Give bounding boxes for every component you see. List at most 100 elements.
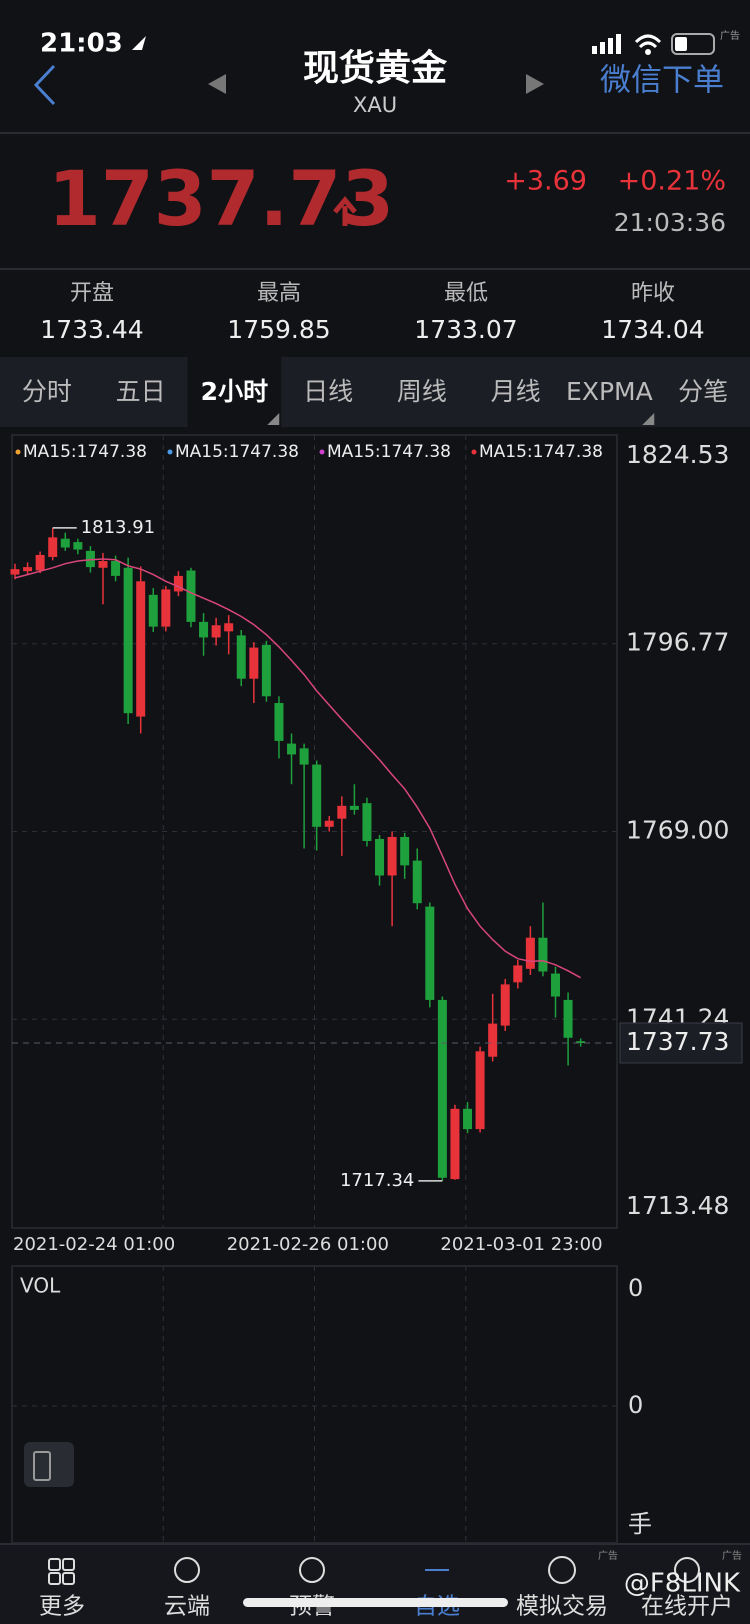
nav-icon bbox=[299, 1557, 325, 1583]
stat-label: 昨收 bbox=[631, 281, 675, 306]
prev-button[interactable] bbox=[208, 74, 226, 94]
stat-value: 1734.04 bbox=[601, 315, 704, 344]
tab[interactable]: 分时 bbox=[22, 377, 72, 406]
tab[interactable]: 周线 bbox=[397, 377, 447, 406]
y-tick-label: 1713.48 bbox=[626, 1191, 729, 1220]
candle-body bbox=[488, 1023, 498, 1057]
last-price-box bbox=[619, 1022, 743, 1064]
legend-label: MA15:1747.38 bbox=[327, 442, 451, 462]
candle-body bbox=[437, 999, 447, 1178]
nav-icon bbox=[62, 1558, 75, 1571]
candle-body bbox=[538, 937, 548, 972]
nav-icon bbox=[548, 1556, 576, 1584]
legend-label: MA15:1747.38 bbox=[23, 442, 147, 462]
candle-body bbox=[563, 999, 573, 1038]
nav-label[interactable]: 模拟交易 bbox=[516, 1594, 608, 1620]
wifi-icon bbox=[634, 34, 662, 49]
stats: 开盘 1733.44 最高 1759.85 最低 1733.07 昨收 1734.04 bbox=[40, 281, 704, 344]
legend-label: MA15:1747.38 bbox=[479, 442, 603, 462]
dropdown-mark bbox=[267, 413, 280, 425]
location-icon bbox=[132, 36, 146, 50]
y-tick-label: 1824.53 bbox=[626, 440, 729, 469]
candle-body bbox=[136, 581, 146, 717]
nav-label[interactable]: 更多 bbox=[39, 1594, 85, 1620]
candle-body bbox=[324, 820, 334, 827]
candle-body bbox=[576, 1041, 586, 1044]
extreme-label: 1717.34 bbox=[340, 1170, 414, 1191]
candle-body bbox=[35, 554, 45, 571]
candle-body bbox=[148, 594, 158, 627]
nav-label[interactable]: 云端 bbox=[164, 1594, 210, 1620]
ma-line bbox=[14, 558, 581, 979]
volume-unit: 手 bbox=[628, 1510, 652, 1538]
tab[interactable]: 分笔 bbox=[678, 377, 728, 406]
legend-dot bbox=[319, 449, 325, 455]
candle-body bbox=[400, 836, 410, 866]
page-title: 现货黄金 bbox=[303, 47, 448, 89]
signal-icon bbox=[592, 34, 621, 54]
candle-body bbox=[299, 748, 309, 765]
nav-icon bbox=[48, 1572, 61, 1585]
volume-title: VOL bbox=[20, 1274, 61, 1298]
volume-tick: 0 bbox=[628, 1391, 643, 1419]
tabs: 分时 五日 2小时 日线 周线 月线 EXPMA 分笔 bbox=[22, 357, 728, 427]
order-button[interactable]: 微信下单 bbox=[600, 63, 724, 99]
candle-body bbox=[463, 1108, 473, 1130]
up-arrow bbox=[333, 196, 357, 226]
nav-icon bbox=[174, 1557, 200, 1583]
legend-dot bbox=[167, 449, 173, 455]
tab[interactable]: 五日 bbox=[116, 377, 166, 406]
tab[interactable]: 日线 bbox=[303, 377, 353, 406]
candle-body bbox=[513, 965, 523, 983]
candle-body bbox=[199, 621, 209, 638]
candle-body bbox=[123, 567, 133, 714]
candle-body bbox=[287, 743, 297, 755]
candle-body bbox=[23, 567, 33, 572]
chart: 1824.531796.771769.001741.241713.48MA15:… bbox=[10, 435, 743, 1543]
candle-body bbox=[337, 805, 347, 819]
y-tick-label: 1796.77 bbox=[626, 628, 729, 657]
candle-body bbox=[475, 1051, 485, 1130]
candle-body bbox=[111, 561, 121, 576]
tab-bar bbox=[0, 357, 750, 427]
active-tab bbox=[187, 357, 282, 427]
candle-body bbox=[500, 984, 510, 1026]
candle-body bbox=[425, 906, 435, 1000]
candle-body bbox=[375, 838, 385, 876]
stat-value: 1759.85 bbox=[227, 315, 330, 344]
nav-label[interactable]: 在线开户 bbox=[641, 1594, 733, 1620]
tab[interactable]: EXPMA bbox=[566, 377, 653, 406]
candle-body bbox=[98, 561, 108, 568]
back-button[interactable] bbox=[33, 64, 56, 106]
candle-body bbox=[48, 537, 58, 557]
wifi-dot bbox=[645, 49, 651, 55]
candle-body bbox=[173, 575, 183, 592]
candle-body bbox=[450, 1108, 460, 1180]
rotate-icon bbox=[33, 1451, 51, 1481]
candle-body bbox=[312, 764, 322, 827]
candle-body bbox=[73, 542, 83, 550]
ad-label: 广告 bbox=[598, 1549, 618, 1562]
last-price-label: 1737.73 bbox=[626, 1027, 729, 1056]
tab[interactable]: 2小时 bbox=[201, 377, 268, 406]
watermark: @F8LINK bbox=[624, 1569, 741, 1599]
candle-body bbox=[186, 570, 196, 622]
battery-level bbox=[675, 37, 687, 51]
change: +3.69 bbox=[504, 166, 587, 197]
legend-dot bbox=[15, 449, 21, 455]
candle-body bbox=[161, 589, 171, 627]
candle-body bbox=[274, 703, 284, 741]
status-time: 21:03 bbox=[40, 29, 123, 59]
battery bbox=[671, 33, 715, 55]
candle-body bbox=[349, 805, 359, 810]
tab[interactable]: 月线 bbox=[491, 377, 541, 406]
ad-label: 广告 bbox=[720, 29, 740, 42]
x-tick-label: 2021-02-26 01:00 bbox=[227, 1234, 389, 1255]
next-button[interactable] bbox=[526, 74, 544, 94]
candle-body bbox=[249, 647, 259, 679]
candle-body bbox=[211, 625, 221, 638]
candle-body bbox=[261, 644, 271, 697]
